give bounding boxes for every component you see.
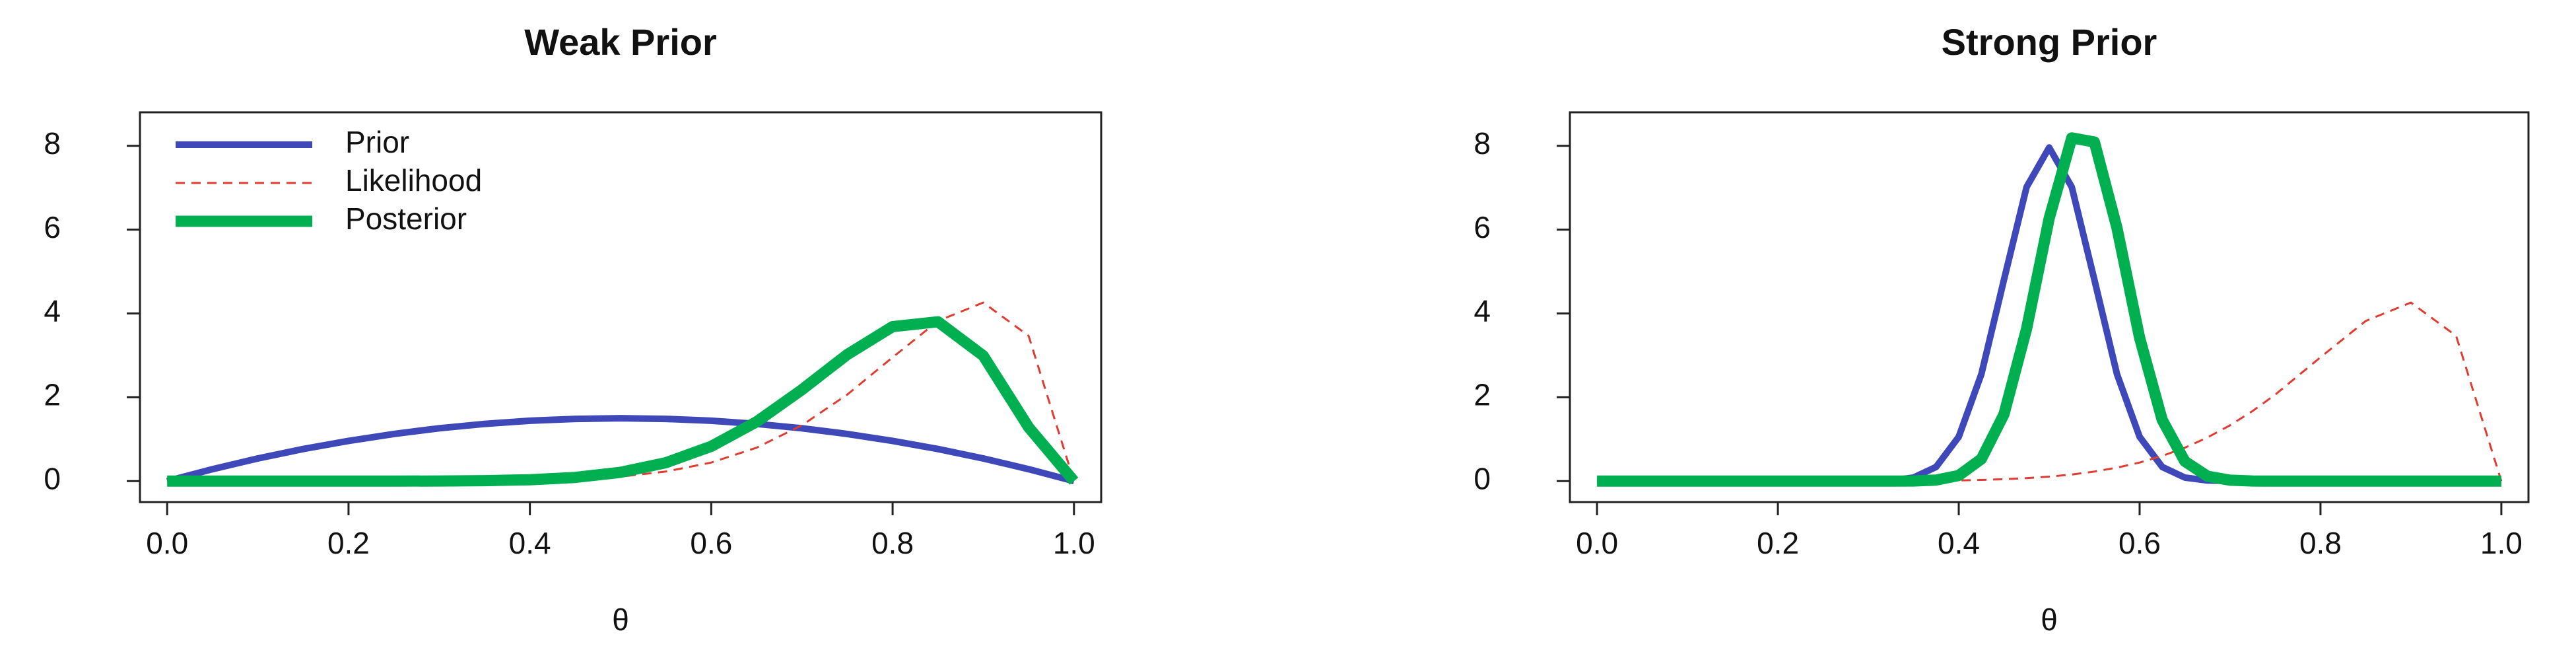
- series-line: [1597, 301, 2503, 482]
- x-tick-label: 0.8: [2299, 526, 2342, 560]
- chart-title: Strong Prior: [1942, 21, 2157, 63]
- x-tick-label: 0.2: [327, 526, 370, 560]
- plot-frame: [1569, 111, 2530, 503]
- series-line: [1597, 144, 2501, 485]
- x-axis-label: θ: [2041, 602, 2058, 637]
- y-tick-label: 8: [1474, 126, 1491, 161]
- x-tick-label: 0.0: [1576, 526, 1618, 560]
- legend-label: Prior: [345, 125, 409, 159]
- y-tick-label: 0: [1474, 461, 1491, 495]
- y-tick-label: 2: [1474, 378, 1491, 412]
- x-tick-label: 0.0: [146, 526, 188, 560]
- x-tick-label: 0.4: [509, 526, 551, 560]
- plot-frame: [139, 111, 1102, 503]
- x-tick-label: 1.0: [2480, 526, 2523, 560]
- x-tick-label: 0.8: [871, 526, 914, 560]
- x-tick-label: 1.0: [1053, 526, 1095, 560]
- y-tick-label: 4: [1474, 294, 1491, 328]
- x-tick-label: 0.6: [2118, 526, 2161, 560]
- y-tick-label: 4: [44, 294, 61, 328]
- y-tick-label: 2: [44, 378, 61, 412]
- x-axis-label: θ: [612, 602, 629, 637]
- y-tick-label: 0: [44, 461, 61, 495]
- y-tick-label: 8: [44, 126, 61, 161]
- chart-title: Weak Prior: [524, 21, 717, 63]
- x-tick-label: 0.2: [1757, 526, 1799, 560]
- legend-label: Likelihood: [345, 163, 482, 198]
- legend-label: Posterior: [345, 201, 467, 236]
- series-line: [167, 301, 1075, 482]
- y-tick-label: 6: [44, 210, 61, 244]
- x-tick-label: 0.4: [1938, 526, 1980, 560]
- y-tick-label: 6: [1474, 210, 1491, 244]
- series-line: [1597, 132, 2501, 487]
- series-line: [166, 415, 1075, 485]
- x-tick-label: 0.6: [690, 526, 732, 560]
- series-line: [167, 316, 1079, 487]
